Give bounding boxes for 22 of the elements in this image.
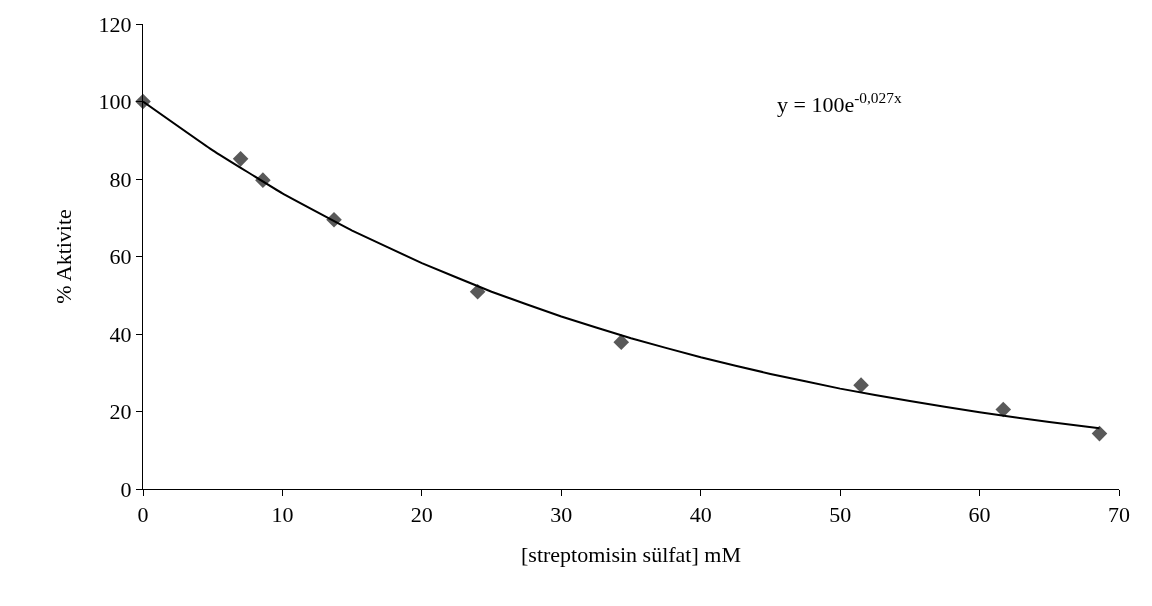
y-tick-label: 0 — [120, 476, 132, 502]
y-tick-label: 80 — [109, 166, 132, 192]
point — [232, 151, 249, 167]
x-tick-label: 70 — [1108, 502, 1130, 528]
y-tick-label: 120 — [98, 11, 132, 37]
x-tick-label: 10 — [271, 502, 294, 528]
x-tick-label: 0 — [137, 502, 149, 528]
x-tick-label: 50 — [829, 502, 852, 528]
x-tick-label: 30 — [550, 502, 573, 528]
x-tick-label: 40 — [689, 502, 712, 528]
x-tick-label: 20 — [410, 502, 433, 528]
point — [613, 334, 630, 350]
x-axis-title: [streptomisin sülfat] mM — [521, 542, 741, 568]
y-tick-label: 100 — [98, 89, 132, 115]
y-tick-label: 40 — [109, 321, 132, 347]
point — [853, 377, 869, 393]
annotation: y = 100e$^{-0,027x}$ — [777, 89, 902, 118]
y-tick-label: 20 — [109, 399, 132, 425]
y-tick-label: 60 — [109, 244, 132, 270]
point — [995, 401, 1012, 418]
x-tick-label: 60 — [968, 502, 991, 528]
y-axis-title: % Aktivite — [51, 209, 77, 304]
